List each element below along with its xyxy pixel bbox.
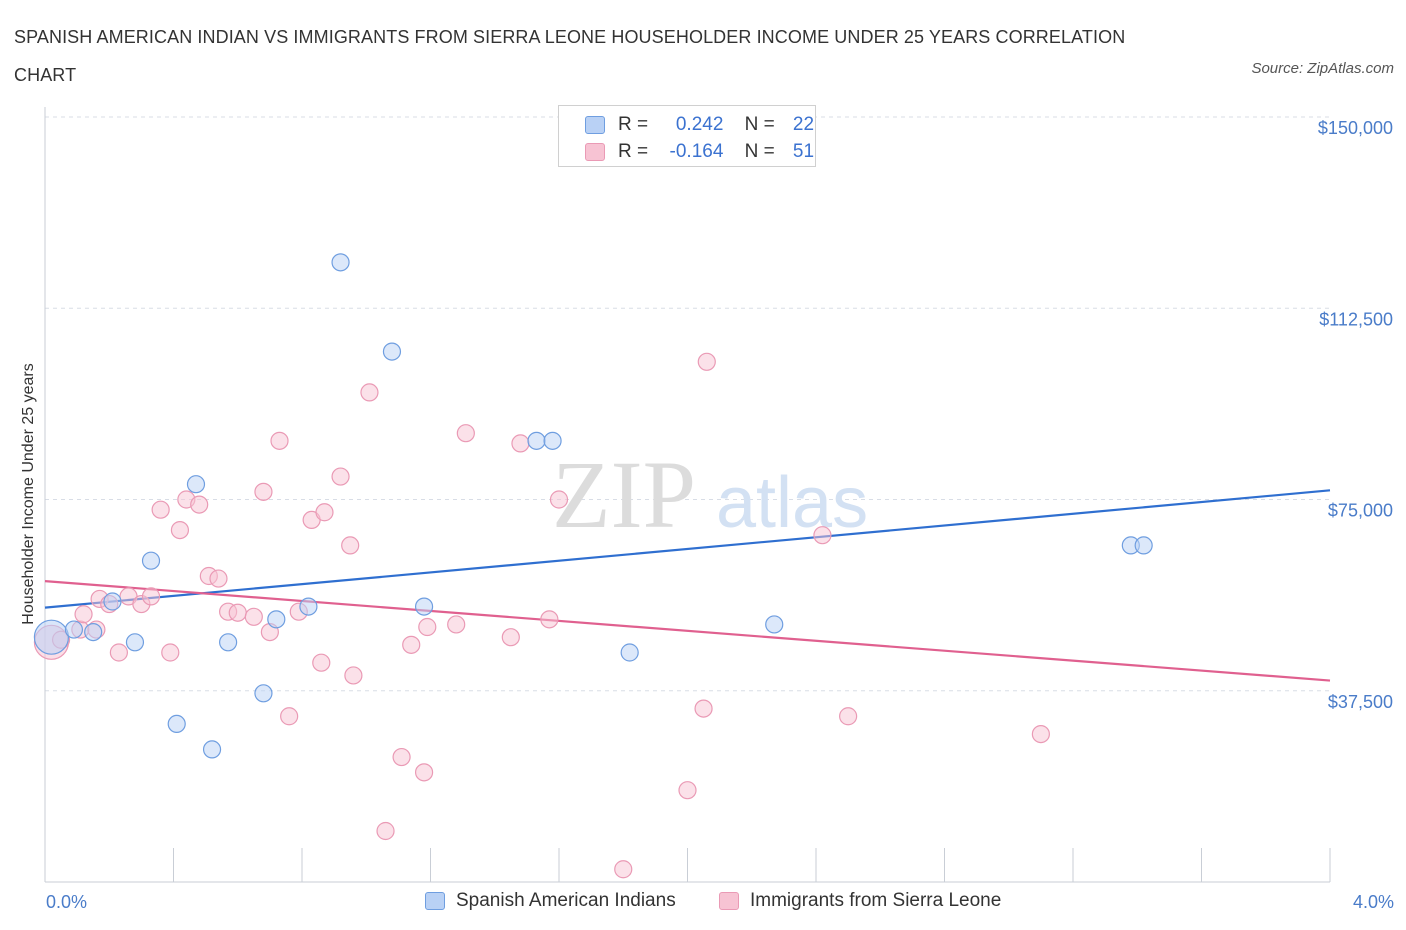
point-pink-28 (331, 467, 350, 486)
trend-line-blue (44, 489, 1331, 609)
point-blue-17 (543, 431, 562, 450)
point-pink-11 (161, 643, 180, 662)
point-blue-10 (254, 684, 273, 703)
point-pink-14 (190, 495, 209, 514)
point-pink-38 (456, 424, 475, 443)
y-tick-label-1: $75,000 (1328, 501, 1393, 521)
legend-r-label-blue: R = (618, 114, 649, 135)
point-pink-20 (254, 482, 273, 501)
point-pink-18 (228, 603, 247, 622)
point-blue-21 (1134, 536, 1153, 555)
point-blue-11 (267, 610, 286, 629)
point-pink-41 (540, 610, 559, 629)
point-pink-31 (360, 383, 379, 402)
data-points (33, 253, 1153, 879)
point-blue-15 (414, 597, 434, 616)
point-pink-46 (697, 352, 716, 371)
point-blue-18 (620, 643, 639, 662)
source-label: Source: ZipAtlas.com (1251, 60, 1394, 77)
point-pink-42 (549, 490, 569, 509)
axes (44, 107, 1331, 883)
legend-n-label-pink: N = (744, 141, 775, 162)
chart-title: SPANISH AMERICAN INDIAN VS IMMIGRANTS FR… (14, 27, 1126, 85)
point-blue-14 (382, 342, 402, 361)
point-pink-49 (1031, 724, 1050, 744)
correlation-legend: R = 0.242 N = 22 R = -0.164 N = 51 (558, 105, 816, 167)
x-tick-label-min: 0.0% (46, 892, 87, 912)
y-tick-labels: $37,500 $75,000 $112,500 $150,000 (1318, 118, 1393, 712)
point-pink-37 (447, 615, 466, 634)
point-pink-35 (414, 763, 434, 782)
point-pink-29 (341, 536, 360, 555)
point-pink-16 (209, 569, 228, 588)
legend-n-label-blue: N = (744, 114, 775, 135)
point-pink-19 (244, 607, 263, 626)
y-tick-label-0: $37,500 (1328, 692, 1393, 712)
point-pink-6 (109, 643, 128, 662)
series-legend-swatch-blue (425, 892, 445, 910)
point-pink-44 (678, 781, 697, 800)
legend-n-value-blue: 22 (792, 114, 815, 135)
point-pink-27 (315, 503, 334, 522)
legend-r-value-pink: -0.164 (669, 141, 724, 162)
point-pink-47 (813, 526, 832, 545)
point-blue-7 (186, 475, 206, 494)
point-blue-13 (331, 253, 350, 272)
y-tick-label-3: $150,000 (1318, 118, 1393, 138)
point-pink-36 (418, 617, 437, 637)
trend-line-pink (44, 580, 1331, 682)
point-blue-12 (299, 597, 318, 616)
point-blue-2 (84, 622, 103, 642)
point-pink-12 (170, 520, 190, 540)
point-pink-26 (312, 653, 331, 672)
legend-swatch-pink (585, 143, 605, 161)
point-blue-16 (527, 431, 546, 450)
point-blue-8 (202, 740, 222, 759)
watermark-atlas: atlas (716, 463, 868, 543)
point-blue-9 (219, 633, 238, 652)
point-blue-19 (765, 615, 784, 634)
point-blue-3 (103, 592, 122, 611)
legend-r-label-pink: R = (618, 141, 649, 162)
point-pink-3 (74, 605, 93, 624)
point-blue-1 (64, 620, 84, 639)
point-pink-43 (614, 860, 633, 879)
y-tick-label-2: $112,500 (1319, 309, 1393, 329)
point-pink-30 (344, 666, 363, 685)
point-pink-9 (141, 587, 161, 606)
point-pink-23 (280, 707, 299, 726)
point-blue-4 (125, 633, 145, 652)
point-pink-39 (501, 628, 520, 647)
point-pink-33 (392, 747, 411, 767)
legend-n-value-pink: 51 (792, 141, 815, 162)
point-pink-45 (694, 699, 713, 718)
point-blue-0 (33, 619, 70, 655)
point-pink-40 (511, 434, 530, 453)
point-pink-22 (270, 431, 289, 450)
point-pink-34 (402, 635, 421, 654)
point-blue-6 (167, 714, 186, 734)
point-blue-5 (141, 551, 161, 570)
point-pink-10 (151, 500, 170, 519)
series-legend-label-pink: Immigrants from Sierra Leone (750, 890, 1002, 911)
series-legend-label-blue: Spanish American Indians (456, 890, 676, 911)
point-pink-48 (839, 707, 858, 726)
series-legend-swatch-pink (719, 892, 739, 910)
y-axis-title: Householder Income Under 25 years (20, 363, 37, 624)
legend-swatch-blue (585, 116, 605, 134)
point-pink-32 (376, 821, 395, 841)
watermark-zip: ZIP (552, 441, 696, 548)
trend-lines (44, 489, 1331, 682)
x-tick-label-max: 4.0% (1353, 892, 1394, 912)
legend-r-value-blue: 0.242 (675, 114, 724, 135)
